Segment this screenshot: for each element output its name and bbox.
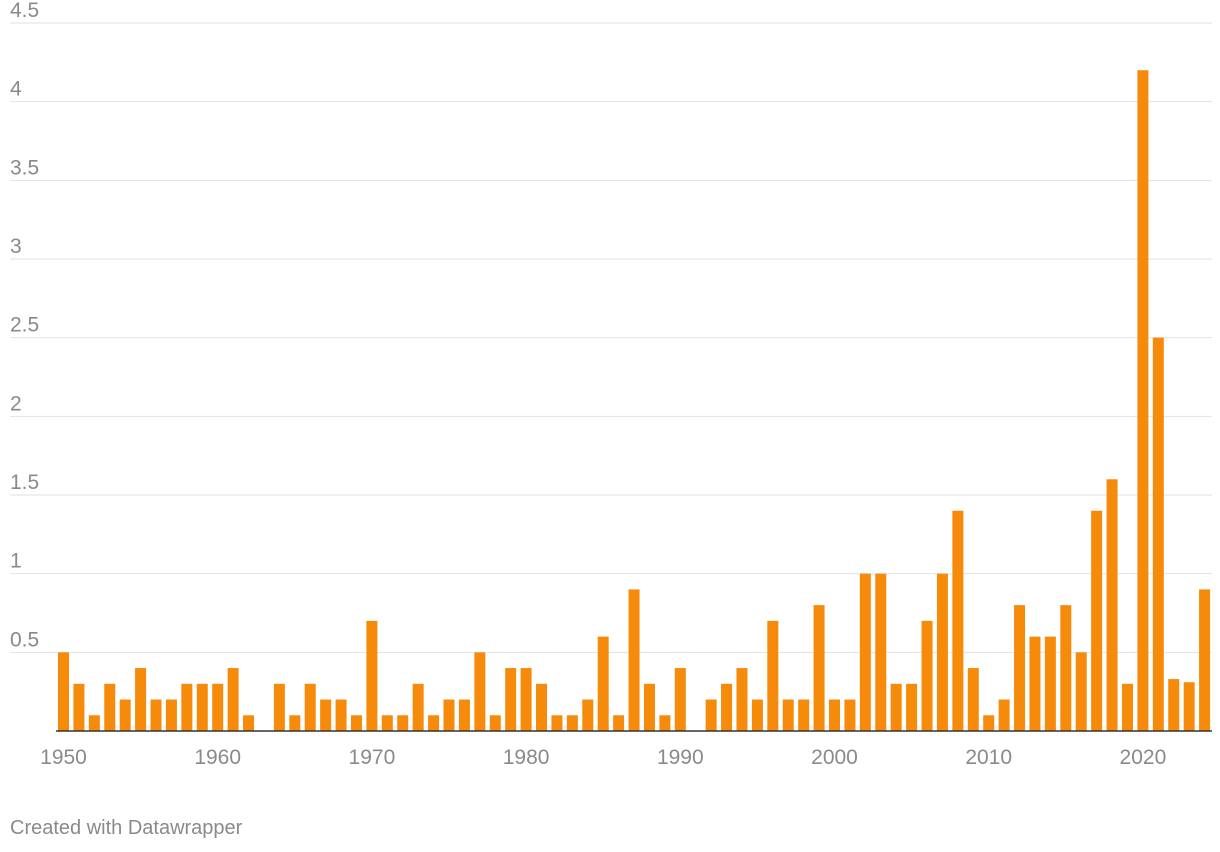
x-tick-label: 2010	[965, 746, 1012, 769]
x-tick-label: 1950	[40, 746, 87, 769]
bar-2005	[906, 683, 918, 731]
y-tick-label: 3.5	[10, 156, 39, 179]
y-tick-label: 0.5	[10, 628, 39, 651]
bar-1977	[474, 652, 486, 731]
x-tick-label: 2020	[1120, 746, 1167, 769]
bar-1985	[597, 636, 609, 731]
bars	[58, 70, 1211, 731]
bar-1990	[674, 668, 686, 731]
bar-1998	[798, 699, 810, 731]
bar-1969	[350, 715, 362, 731]
bar-1973	[412, 683, 424, 731]
bar-1958	[181, 683, 193, 731]
bar-1987	[628, 589, 640, 731]
y-tick-label: 1.5	[10, 471, 39, 494]
bar-2002	[859, 573, 871, 731]
bar-1950	[58, 652, 69, 731]
bar-2020	[1137, 70, 1149, 731]
x-axis-labels: 1950 1960 1970 1980 1990 2000 2010 2020	[40, 746, 1166, 769]
bar-2015	[1060, 605, 1072, 731]
bar-2001	[844, 699, 856, 731]
bar-2010	[983, 715, 995, 731]
bar-1996	[767, 620, 779, 731]
bar-1992	[705, 699, 717, 731]
bar-1972	[397, 715, 409, 731]
bar-2009	[967, 668, 979, 731]
bar-1978	[489, 715, 501, 731]
bar-2003	[875, 573, 887, 731]
bar-1994	[736, 668, 748, 731]
bar-1986	[613, 715, 625, 731]
bar-1955	[135, 668, 147, 731]
bar-2000	[829, 699, 840, 731]
bar-1961	[227, 668, 239, 731]
bar-1951	[73, 683, 85, 731]
bar-1957	[165, 699, 177, 731]
bar-2013	[1029, 636, 1041, 731]
bar-2021	[1152, 337, 1164, 731]
bar-1960	[212, 683, 224, 731]
bar-2022	[1168, 679, 1180, 731]
y-tick-label: 4.5	[10, 0, 39, 22]
bar-2019	[1121, 683, 1133, 731]
bar-2008	[952, 510, 964, 731]
bar-1965	[289, 715, 301, 731]
bar-1975	[443, 699, 455, 731]
y-tick-label: 2	[10, 392, 22, 415]
bar-1988	[643, 683, 655, 731]
bar-1964	[273, 683, 285, 731]
bar-2024	[1199, 589, 1211, 731]
y-tick-label: 4	[10, 78, 22, 101]
bar-1997	[782, 699, 794, 731]
bar-2012	[1014, 605, 1026, 731]
bar-1999	[813, 605, 825, 731]
bar-2007	[936, 573, 948, 731]
bar-1952	[88, 715, 100, 731]
credit-text: Created with Datawrapper	[10, 817, 243, 839]
bar-2011	[998, 699, 1010, 731]
bar-2006	[921, 620, 933, 731]
bar-2014	[1044, 636, 1056, 731]
y-tick-label: 2.5	[10, 314, 39, 337]
bar-1976	[458, 699, 470, 731]
bar-2017	[1091, 510, 1103, 731]
bar-2004	[890, 683, 902, 731]
bar-1967	[320, 699, 332, 731]
bar-1980	[520, 668, 532, 731]
y-axis-labels: 0.5 1 1.5 2 2.5 3 3.5 4 4.5	[10, 0, 39, 651]
bar-1983	[566, 715, 578, 731]
bar-1970	[366, 620, 378, 731]
y-tick-label: 1	[10, 550, 22, 573]
bar-1956	[150, 699, 162, 731]
bar-1993	[721, 683, 733, 731]
bar-1979	[505, 668, 517, 731]
x-tick-label: 1990	[657, 746, 704, 769]
bar-2023	[1183, 682, 1195, 731]
bar-1981	[536, 683, 548, 731]
x-tick-label: 1970	[349, 746, 396, 769]
bar-1995	[751, 699, 763, 731]
bar-1962	[243, 715, 255, 731]
bar-1989	[659, 715, 671, 731]
bar-1953	[104, 683, 116, 731]
bar-2016	[1075, 652, 1087, 731]
bar-1966	[304, 683, 316, 731]
bar-1968	[335, 699, 347, 731]
bar-1954	[119, 699, 131, 731]
bar-1984	[582, 699, 594, 731]
x-tick-label: 1980	[503, 746, 550, 769]
y-tick-label: 3	[10, 235, 22, 258]
bar-1959	[196, 683, 208, 731]
bar-2018	[1106, 479, 1118, 731]
bar-1982	[551, 715, 563, 731]
x-tick-label: 2000	[811, 746, 858, 769]
x-tick-label: 1960	[194, 746, 241, 769]
gridlines	[10, 22, 1212, 653]
bar-1974	[428, 715, 440, 731]
bar-1971	[381, 715, 393, 731]
